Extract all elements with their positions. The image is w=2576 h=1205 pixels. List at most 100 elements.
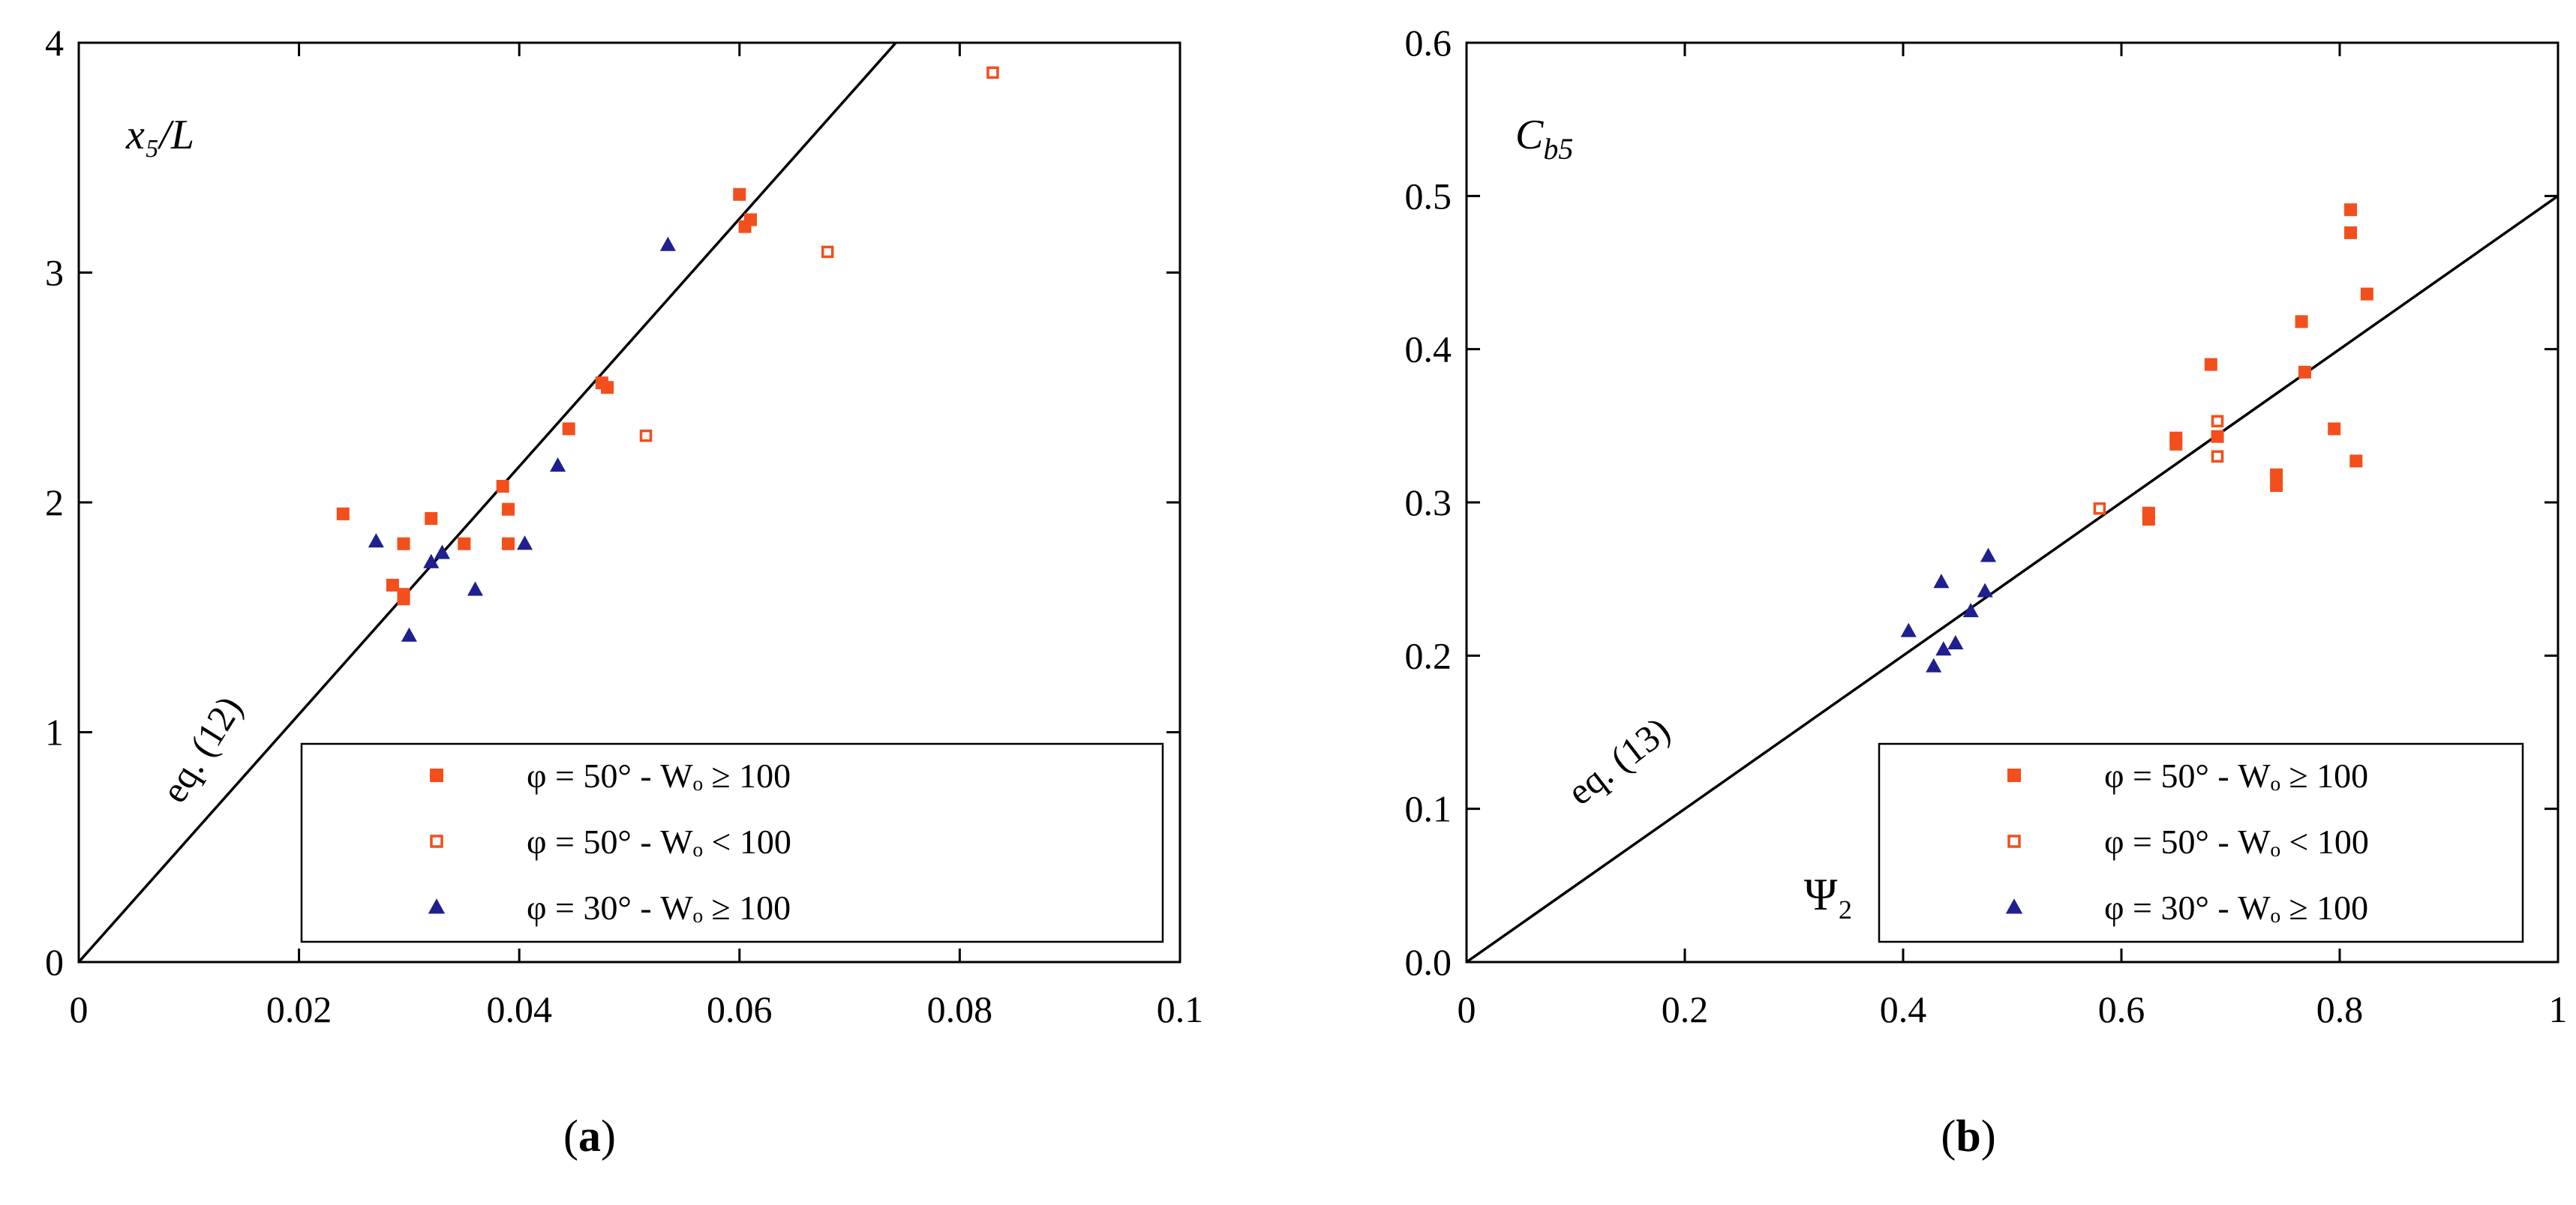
series bbox=[2093, 415, 2224, 515]
data-point bbox=[2204, 358, 2217, 371]
y-tick-label: 0 bbox=[45, 941, 64, 983]
data-point bbox=[517, 535, 533, 550]
data-point bbox=[550, 457, 566, 472]
fit-line-label: eq. (12) bbox=[153, 688, 251, 809]
data-point bbox=[496, 480, 509, 493]
legend-box bbox=[1878, 742, 2524, 943]
panel-caption: (b) bbox=[1941, 1111, 1995, 1161]
legend-marker bbox=[428, 898, 446, 914]
x-tick-label: 0.1 bbox=[1157, 988, 1204, 1030]
data-point bbox=[397, 592, 410, 606]
data-point bbox=[2211, 450, 2224, 463]
legend-entry: φ = 50° - Wₒ < 100 bbox=[2104, 823, 2369, 861]
x-tick-label: 0.02 bbox=[266, 988, 332, 1030]
x-tick-label: 0.04 bbox=[486, 988, 552, 1030]
series bbox=[2142, 203, 2373, 526]
data-point bbox=[401, 627, 417, 642]
x-tick-label: 0.8 bbox=[2316, 988, 2364, 1030]
x-tick-label: 0.4 bbox=[1880, 988, 1927, 1030]
y-tick-label: 0.0 bbox=[1405, 941, 1452, 983]
y-axis-label: Cb5 bbox=[1515, 112, 1573, 166]
data-point bbox=[423, 553, 440, 568]
legend-marker bbox=[430, 835, 443, 848]
x-tick-label: 1 bbox=[2549, 988, 2568, 1030]
fit-line bbox=[77, 41, 897, 964]
y-tick-label: 0.2 bbox=[1405, 634, 1452, 676]
data-point bbox=[2211, 430, 2224, 443]
data-point bbox=[733, 187, 746, 201]
legend: φ = 50° - Wₒ ≥ 100 φ = 50° - Wₒ < 100 φ = … bbox=[300, 742, 1164, 943]
data-point bbox=[502, 502, 515, 516]
fit-line bbox=[1465, 194, 2559, 964]
data-point bbox=[743, 213, 757, 226]
y-tick-label: 0.4 bbox=[1405, 328, 1452, 370]
x-axis-label: Ψ₂ bbox=[1804, 870, 1853, 919]
data-point bbox=[336, 507, 350, 520]
y-tick-label: 3 bbox=[45, 252, 64, 294]
data-point bbox=[1977, 583, 1993, 598]
data-point bbox=[2270, 468, 2283, 481]
y-axis-label: x₅/L bbox=[125, 112, 194, 158]
data-point bbox=[2270, 479, 2283, 493]
y-tick-label: 2 bbox=[45, 481, 64, 523]
legend-entry: φ = 50° - Wₒ ≥ 100 bbox=[527, 757, 791, 795]
legend-marker bbox=[2007, 769, 2021, 782]
data-point bbox=[502, 537, 515, 550]
data-point bbox=[2298, 365, 2311, 379]
data-point bbox=[1980, 547, 1997, 562]
legend-box bbox=[300, 742, 1164, 943]
data-point bbox=[2211, 415, 2224, 427]
y-tick-label: 4 bbox=[45, 22, 64, 64]
data-point bbox=[2349, 454, 2363, 468]
series bbox=[368, 236, 676, 642]
data-point bbox=[434, 544, 450, 559]
x-tick-label: 0.08 bbox=[927, 988, 993, 1030]
data-point bbox=[986, 66, 999, 79]
y-tick-label: 0.1 bbox=[1405, 788, 1452, 830]
data-point bbox=[2360, 287, 2373, 301]
data-point bbox=[1933, 574, 1950, 589]
legend-entry: φ = 30° - Wₒ ≥ 100 bbox=[2104, 889, 2368, 927]
data-point bbox=[1935, 641, 1952, 656]
data-point bbox=[425, 511, 438, 525]
data-point bbox=[601, 381, 614, 394]
y-tick-label: 0.6 bbox=[1405, 22, 1452, 64]
legend-marker bbox=[430, 769, 443, 782]
data-point bbox=[821, 245, 834, 259]
data-point bbox=[386, 578, 399, 592]
data-point bbox=[368, 533, 384, 548]
data-point bbox=[2344, 226, 2358, 239]
legend-entry: φ = 50° - Wₒ < 100 bbox=[527, 823, 791, 861]
legend: φ = 50° - Wₒ ≥ 100 φ = 50° - Wₒ < 100 φ = … bbox=[1878, 742, 2524, 943]
panel-caption: (a) bbox=[563, 1111, 616, 1161]
x-tick-label: 0 bbox=[1458, 988, 1476, 1030]
data-point bbox=[1947, 634, 1964, 650]
y-tick-label: 0.3 bbox=[1405, 481, 1452, 523]
x-tick-label: 0.06 bbox=[707, 988, 773, 1030]
data-point bbox=[659, 236, 676, 251]
data-point bbox=[2295, 315, 2308, 328]
data-point bbox=[1900, 622, 1917, 637]
data-point bbox=[639, 429, 653, 442]
data-point bbox=[1926, 658, 1942, 673]
legend-entry: φ = 30° - Wₒ ≥ 100 bbox=[527, 889, 791, 927]
data-point bbox=[467, 581, 484, 596]
series bbox=[1900, 547, 1997, 673]
data-point bbox=[1962, 603, 1979, 618]
legend-entry: φ = 50° - Wₒ ≥ 100 bbox=[2104, 757, 2368, 795]
y-tick-label: 1 bbox=[45, 712, 64, 754]
legend-marker bbox=[2007, 835, 2021, 848]
data-point bbox=[458, 537, 471, 550]
series bbox=[336, 187, 757, 606]
fit-line-label: eq. (13) bbox=[1560, 709, 1677, 813]
x-tick-label: 0.2 bbox=[1662, 988, 1709, 1030]
y-tick-label: 0.5 bbox=[1405, 175, 1452, 217]
series bbox=[639, 66, 999, 442]
data-point bbox=[2169, 437, 2183, 451]
data-point bbox=[2142, 512, 2155, 526]
data-point bbox=[397, 537, 410, 550]
x-tick-label: 0 bbox=[70, 988, 89, 1030]
panel-b: 0 0.2 0.4 0.6 0.8 1 0.0 0.1 0.2 0.3 0.4 0.5 0.6 eq. (… bbox=[1405, 22, 2568, 1161]
